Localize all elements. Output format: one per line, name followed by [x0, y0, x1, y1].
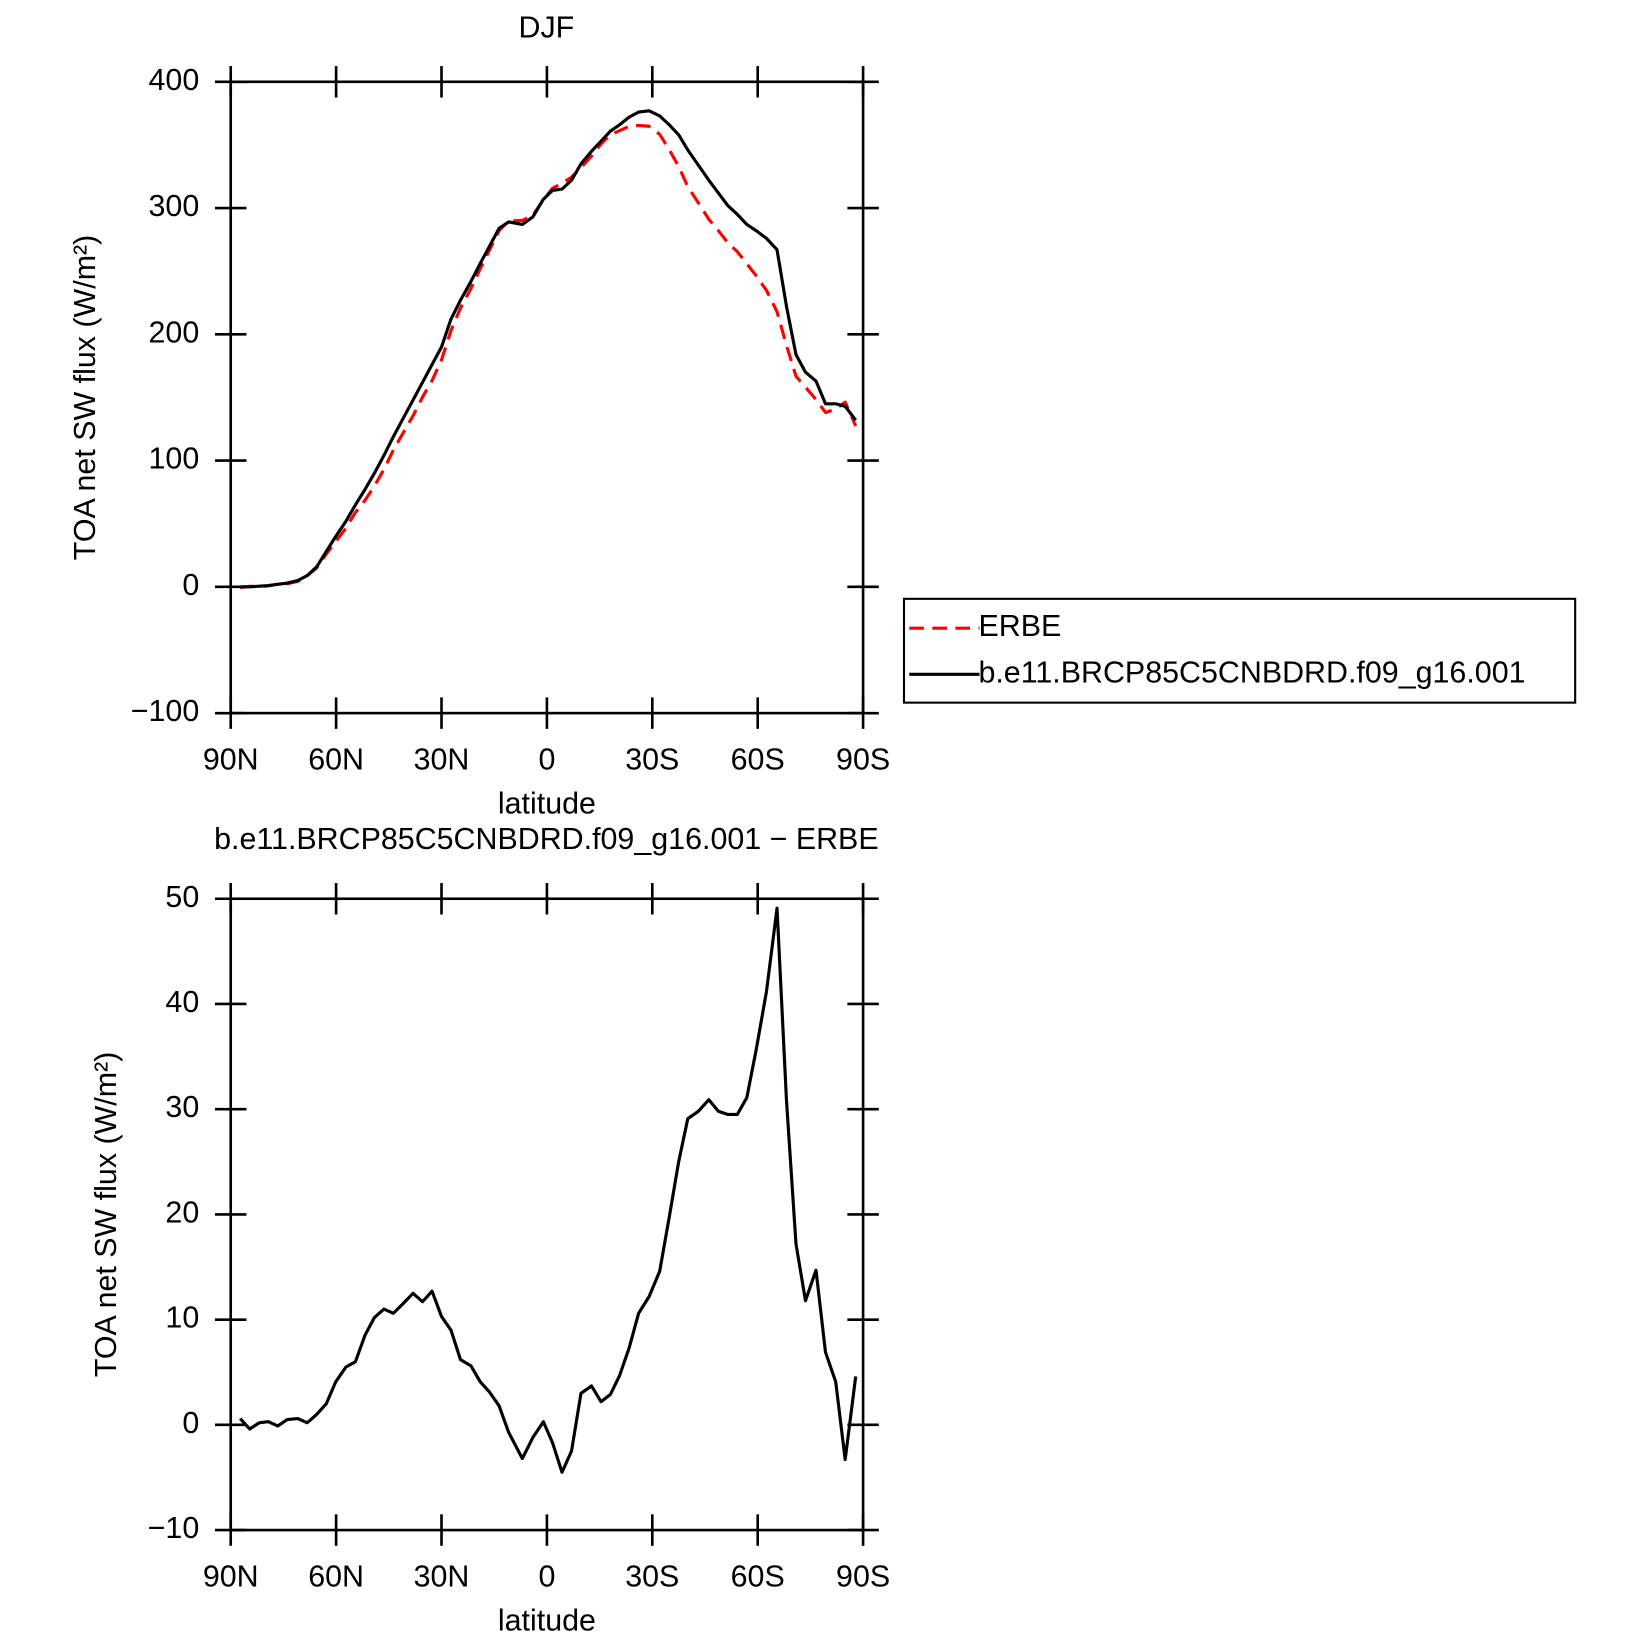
- y-tick-label: 0: [182, 1406, 199, 1440]
- x-tick-label: 30S: [625, 1559, 679, 1593]
- y-tick-label: 50: [165, 880, 199, 914]
- x-tick-label: 60S: [731, 742, 785, 776]
- plot-frame: [229, 897, 865, 1532]
- y-tick-label: 10: [165, 1301, 199, 1335]
- x-axis-label: latitude: [498, 1603, 596, 1636]
- y-tick-label: −100: [131, 694, 200, 728]
- y-axis-label: TOA net SW flux (W/m²): [89, 1052, 123, 1378]
- y-tick-label: 100: [149, 442, 200, 476]
- x-tick-label: 60N: [308, 1559, 364, 1593]
- x-tick-label: 90N: [203, 742, 259, 776]
- plot-frame: [229, 80, 865, 715]
- data-line: [239, 906, 858, 1474]
- x-tick-label: 30N: [414, 742, 470, 776]
- x-tick-label: 60N: [308, 742, 364, 776]
- y-axis-label: TOA net SW flux (W/m²): [68, 235, 102, 560]
- x-tick-label: 30N: [414, 1559, 470, 1593]
- x-tick-label: 0: [538, 1559, 555, 1593]
- y-tick-label: 30: [165, 1090, 199, 1124]
- x-axis-label: latitude: [498, 786, 596, 820]
- chart-title: DJF: [519, 10, 575, 44]
- y-tick-label: 300: [149, 189, 200, 223]
- legend-label: b.e11.BRCP85C5CNBDRD.f09_g16.001: [978, 655, 1525, 689]
- x-tick-label: 90S: [836, 742, 890, 776]
- y-tick-label: −10: [148, 1511, 200, 1545]
- y-tick-label: 0: [182, 568, 199, 602]
- x-tick-label: 90N: [203, 1559, 259, 1593]
- x-tick-label: 90S: [836, 1559, 890, 1593]
- chart-title: b.e11.BRCP85C5CNBDRD.f09_g16.001 − ERBE: [214, 822, 879, 856]
- x-tick-label: 60S: [731, 1559, 785, 1593]
- data-line: [240, 109, 857, 589]
- x-tick-label: 30S: [625, 742, 679, 776]
- y-tick-label: 200: [149, 315, 200, 349]
- y-tick-label: 20: [165, 1195, 199, 1229]
- y-tick-label: 40: [165, 985, 199, 1019]
- x-tick-label: 0: [538, 742, 555, 776]
- y-tick-label: 400: [149, 63, 200, 97]
- legend-box: [902, 597, 1577, 704]
- legend-label: ERBE: [978, 609, 1061, 643]
